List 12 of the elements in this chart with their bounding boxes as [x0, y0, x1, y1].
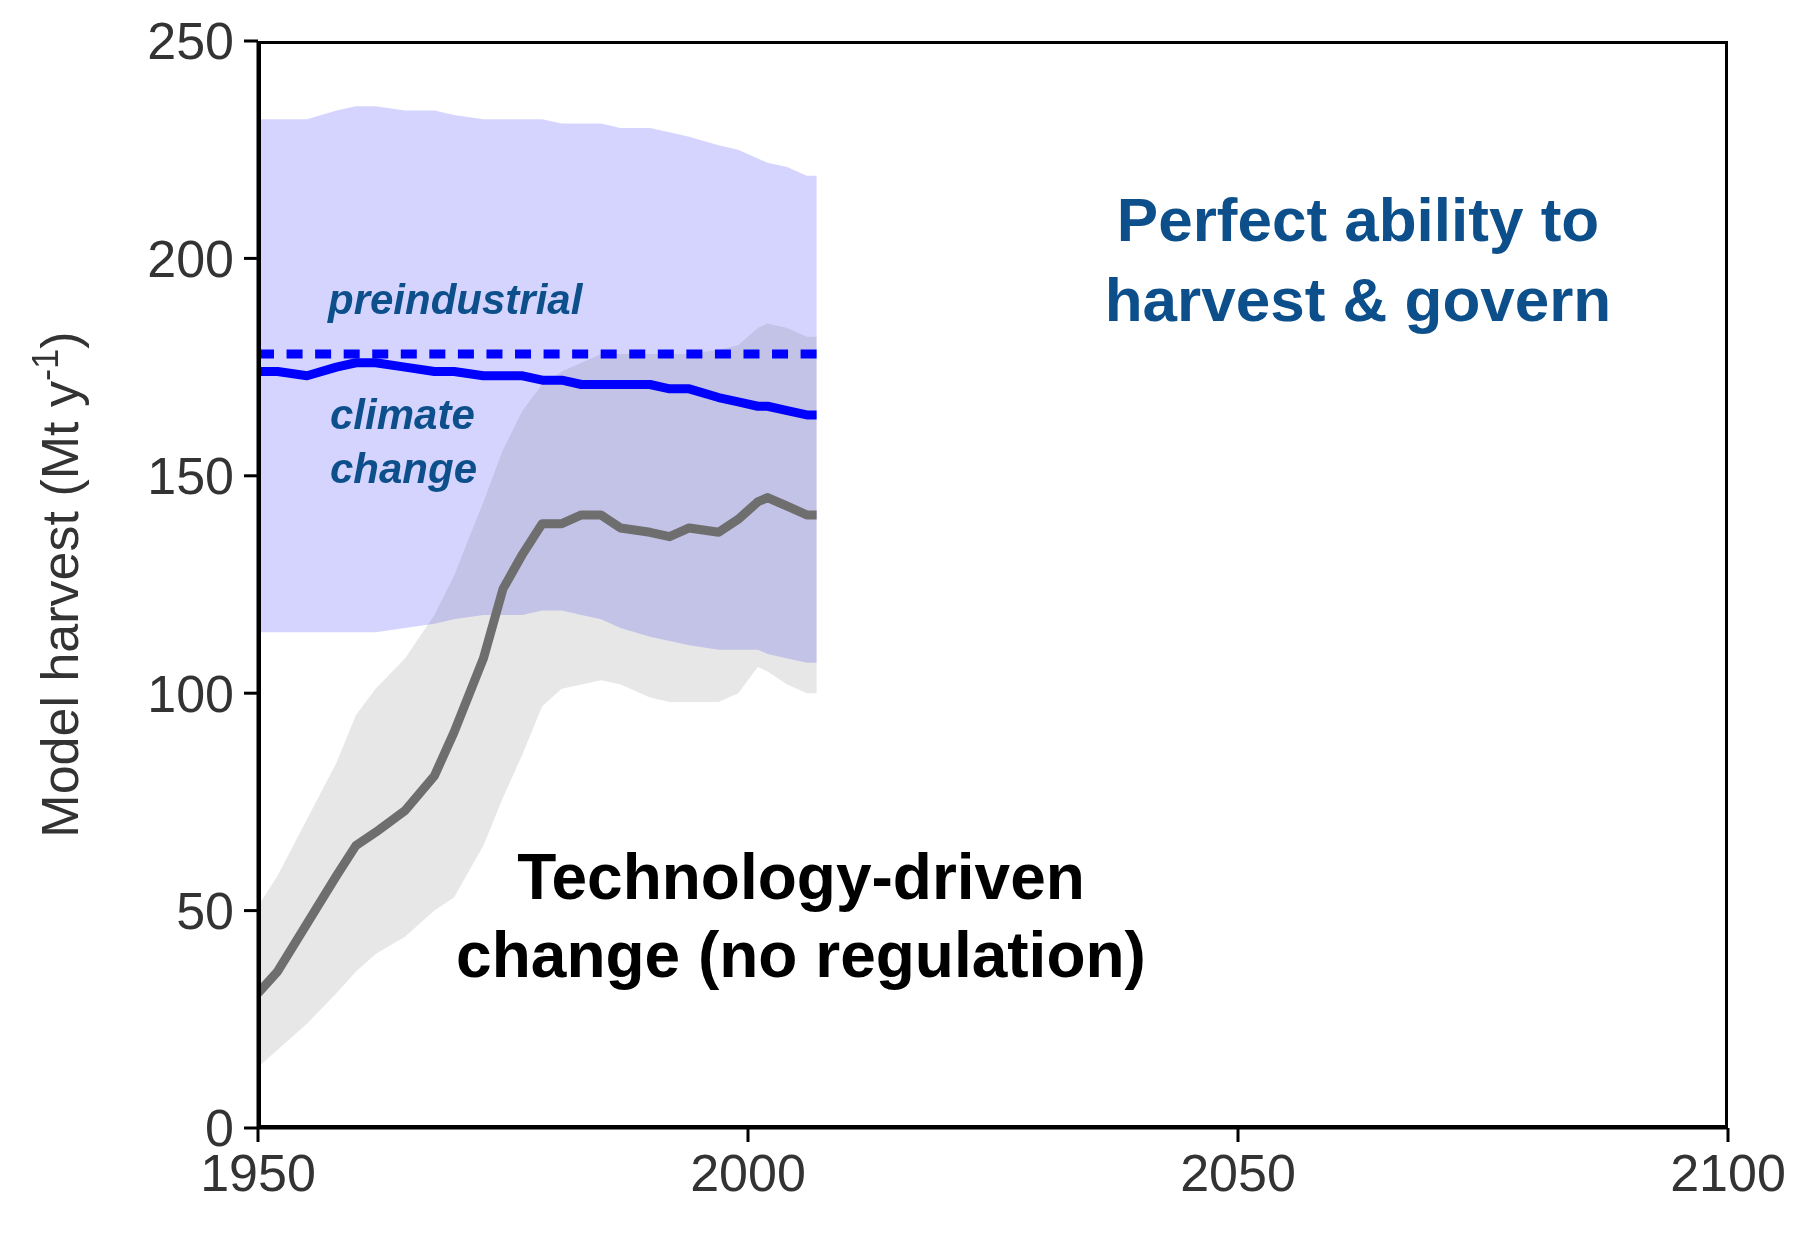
series-label: preindustrial	[328, 276, 583, 324]
y-tick-label: 100	[147, 664, 234, 723]
x-tick-label: 2000	[690, 1143, 806, 1202]
x-tick-label: 2100	[1670, 1143, 1786, 1202]
series-label: climate change	[330, 390, 479, 494]
series-label: Technology-driven change (no regulation)	[455, 840, 1147, 993]
annotation: Perfect ability to harvest & govern	[1103, 184, 1613, 336]
x-tick-label: 2050	[1180, 1143, 1296, 1202]
y-tick-label: 200	[147, 229, 234, 288]
y-tick-label: 50	[176, 882, 234, 941]
y-tick-label: 250	[147, 12, 234, 71]
y-tick-label: 150	[147, 447, 234, 506]
